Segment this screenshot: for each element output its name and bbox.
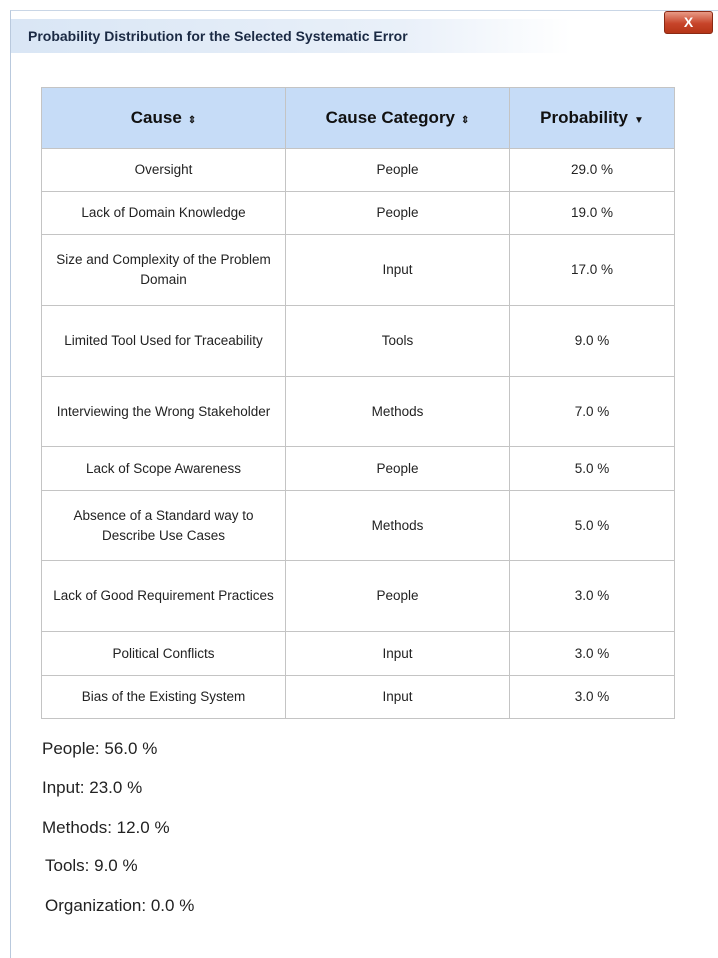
table-row: Lack of Domain Knowledge People 19.0 %: [41, 191, 675, 235]
table-row: Limited Tool Used for Traceability Tools 9…: [41, 305, 675, 377]
table-cell: Input: [285, 675, 510, 719]
table-cell: People: [285, 560, 510, 632]
table-cell: Methods: [285, 376, 510, 447]
table-row: Absence of a Standard way to Describe Us…: [41, 490, 675, 561]
column-header[interactable]: Cause ⇕: [41, 87, 286, 149]
table-cell: 7.0 %: [509, 376, 675, 447]
summary-line: Tools: 9.0 %: [45, 856, 138, 875]
sort-icon: ▼: [633, 115, 644, 126]
table-cell: 3.0 %: [509, 675, 675, 719]
table-cell: People: [285, 191, 510, 235]
table: Cause ⇕ Cause Category ⇕ Probability ▼ Oversi…: [41, 87, 675, 719]
summary-line: Input: 23.0 %: [42, 778, 143, 797]
table-row: Lack of Good Requirement Practices People…: [41, 560, 675, 632]
table-cell: Size and Complexity of the Problem Domai…: [41, 234, 286, 306]
header-label: Probability: [540, 108, 628, 127]
table-cell: 3.0 %: [509, 631, 675, 676]
header-label: Cause Category: [325, 108, 456, 127]
dialog: Probability Distribution for the Selecte…: [10, 10, 718, 958]
table-cell: Lack of Good Requirement Practices: [41, 560, 286, 632]
column-header[interactable]: Probability ▼: [509, 87, 675, 149]
header-row: Cause ⇕ Cause Category ⇕ Probability ▼: [41, 87, 675, 149]
title-bar: [11, 19, 571, 53]
column-header[interactable]: Cause Category ⇕: [285, 87, 510, 149]
table-cell: 17.0 %: [509, 234, 675, 306]
table-cell: 5.0 %: [509, 490, 675, 561]
table-row: Bias of the Existing System Input 3.0 %: [41, 675, 675, 719]
table-cell: Political Conflicts: [41, 631, 286, 676]
summary-line: People: 56.0 %: [42, 739, 158, 758]
table-cell: 5.0 %: [509, 446, 675, 491]
table-cell: 3.0 %: [509, 560, 675, 632]
table-cell: Tools: [285, 305, 510, 377]
table-cell: 19.0 %: [509, 191, 675, 235]
table-cell: Lack of Scope Awareness: [41, 446, 286, 491]
dialog-title: Probability Distribution for the Selecte…: [28, 28, 408, 44]
table-cell: Bias of the Existing System: [41, 675, 286, 719]
table-cell: Input: [285, 631, 510, 676]
table-cell: Input: [285, 234, 510, 306]
table-cell: 29.0 %: [509, 148, 675, 192]
table-row: Oversight People 29.0 %: [41, 148, 675, 192]
table-row: Size and Complexity of the Problem Domai…: [41, 234, 675, 306]
table-row: Lack of Scope Awareness People 5.0 %: [41, 446, 675, 491]
summary-line: Methods: 12.0 %: [42, 818, 170, 837]
table-row: Political Conflicts Input 3.0 %: [41, 631, 675, 676]
table-cell: Methods: [285, 490, 510, 561]
close-button[interactable]: X: [664, 11, 713, 34]
table-cell: Oversight: [41, 148, 286, 192]
table-cell: People: [285, 446, 510, 491]
table-cell: Limited Tool Used for Traceability: [41, 305, 286, 377]
sort-icon: ⇕: [187, 115, 197, 126]
table-cell: People: [285, 148, 510, 192]
table-cell: 9.0 %: [509, 305, 675, 377]
sort-icon: ⇕: [461, 115, 470, 126]
table-cell: Lack of Domain Knowledge: [41, 191, 286, 235]
table-row: Interviewing the Wrong Stakeholder Method…: [41, 376, 675, 447]
summary-line: Organization: 0.0 %: [45, 896, 195, 915]
table-cell: Absence of a Standard way to Describe Us…: [41, 490, 286, 561]
table-cell: Interviewing the Wrong Stakeholder: [41, 376, 286, 447]
header-label: Cause: [130, 108, 182, 127]
table-body: Oversight People 29.0 % Lack of Domain Know…: [41, 148, 675, 719]
